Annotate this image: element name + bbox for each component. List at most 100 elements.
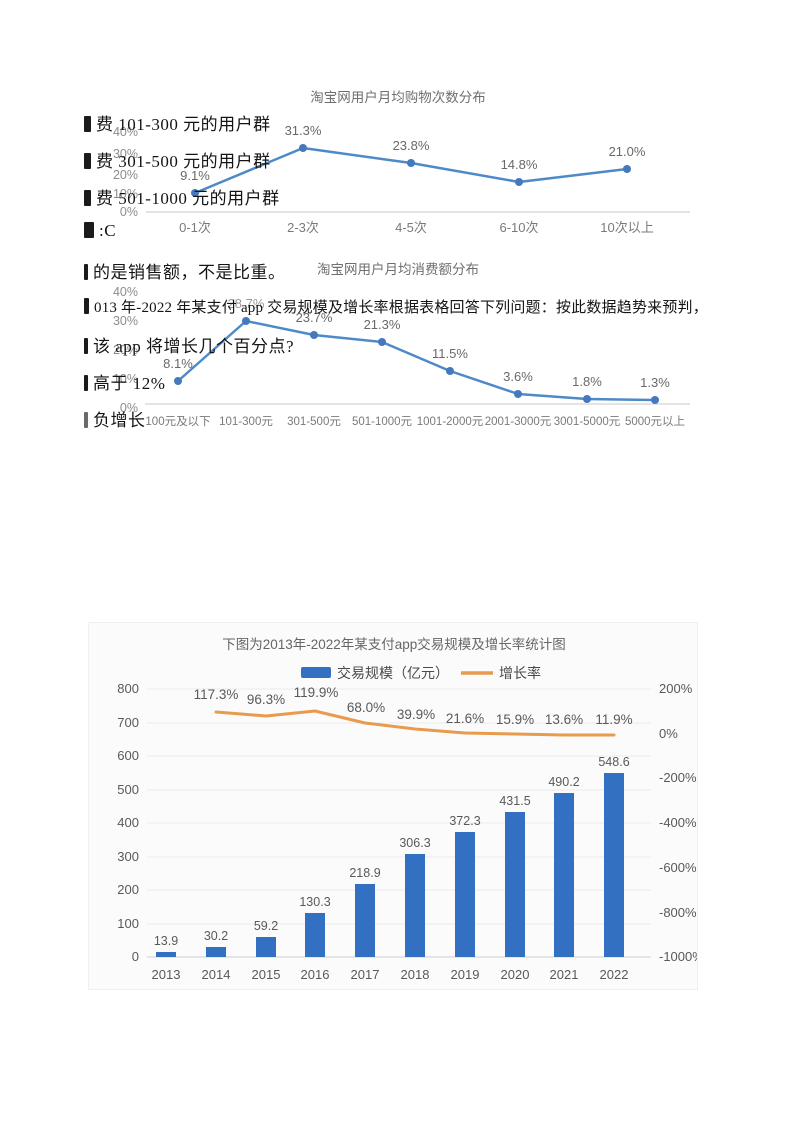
growth-value-label: 119.9% [294, 685, 339, 700]
x-category-label: 501-1000元 [352, 416, 413, 428]
overlay-question-line: 013 年-2022 年某支付 app 交易规模及增长率根据表格回答下列问题：按… [84, 296, 708, 318]
transaction-chart-panel: 下图为2013年-2022年某支付app交易规模及增长率统计图 交易规模（亿元）… [88, 622, 698, 990]
clipped-char-fragment [84, 264, 88, 280]
bar-value-label: 130.3 [299, 895, 330, 909]
x-category-label: 2019 [451, 967, 480, 982]
right-axis-tick: -400% [659, 815, 697, 830]
data-point-marker [191, 189, 199, 197]
bar-value-label: 548.6 [598, 755, 629, 769]
left-axis-tick: 600 [117, 748, 139, 763]
value-label: 31.3% [285, 123, 322, 138]
bar-value-label: 372.3 [449, 814, 480, 828]
legend-bar-swatch [301, 667, 331, 678]
x-category-label: 4-5次 [395, 220, 427, 235]
data-point-marker [378, 338, 386, 346]
overlay-option-line: 负增长 [84, 406, 146, 430]
left-axis-tick: 500 [117, 782, 139, 797]
growth-value-label: 117.3% [194, 687, 239, 702]
data-point-marker [299, 144, 307, 152]
x-category-label: 2022 [600, 967, 629, 982]
right-axis-tick: -600% [659, 860, 697, 875]
right-axis-tick: 0% [659, 726, 678, 741]
value-label: 1.8% [572, 374, 602, 389]
y-axis-tick: 10% [113, 372, 138, 386]
transaction-volume-growth-chart: 下图为2013年-2022年某支付app交易规模及增长率统计图 交易规模（亿元）… [117, 636, 697, 982]
growth-line-series [214, 709, 616, 737]
clipped-char-fragment [84, 298, 89, 314]
value-label: 28.7% [228, 296, 265, 311]
value-label: 11.5% [432, 346, 468, 361]
clipped-char-fragment [84, 190, 91, 206]
spending-distribution-chart: 淘宝网用户月均消费额分布 40% 30% 20% 10% 0% 8.1% 28.… [113, 261, 690, 428]
x-category-label: 2001-3000元 [485, 416, 552, 428]
data-point-marker [407, 159, 415, 167]
value-label: 9.1% [180, 168, 210, 183]
bar [256, 937, 276, 957]
line-series [177, 319, 656, 402]
left-axis-tick: 200 [117, 882, 139, 897]
x-category-label: 2015 [252, 967, 281, 982]
growth-value-label: 39.9% [397, 707, 435, 722]
right-axis-tick: -800% [659, 905, 697, 920]
value-label: 1.3% [640, 375, 670, 390]
overlay-text-line: 费 101-300 元的用户群 [84, 110, 271, 134]
y-axis-tick: 0% [120, 205, 138, 219]
data-point-marker [174, 377, 182, 385]
bar [505, 812, 525, 957]
x-category-label: 3001-5000元 [554, 416, 621, 428]
text-content: 费 501-1000 元的用户群 [96, 189, 280, 208]
value-label: 21.3% [364, 317, 401, 332]
value-label: 3.6% [503, 369, 533, 384]
x-category-label: 2021 [550, 967, 579, 982]
data-point-marker [446, 367, 454, 375]
chart-title: 淘宝网用户月均购物次数分布 [310, 89, 486, 105]
x-category-label: 2016 [301, 967, 330, 982]
x-category-label: 101-300元 [219, 416, 273, 428]
data-point-marker [310, 331, 318, 339]
value-label: 23.8% [393, 138, 430, 153]
chart-title: 淘宝网用户月均消费额分布 [317, 261, 479, 277]
purchase-frequency-chart: 淘宝网用户月均购物次数分布 40% 30% 20% 10% 0% 9.1% 31… [113, 89, 690, 235]
growth-value-label: 96.3% [247, 692, 285, 707]
growth-value-label: 21.6% [446, 711, 484, 726]
bar-value-label: 30.2 [204, 929, 228, 943]
chart-title: 下图为2013年-2022年某支付app交易规模及增长率统计图 [222, 636, 566, 652]
bar-value-label: 13.9 [154, 934, 178, 948]
right-axis-tick: 200% [659, 681, 693, 696]
y-axis-tick: 30% [113, 147, 138, 161]
bar-value-label: 59.2 [254, 919, 278, 933]
text-content: 费 101-300 元的用户群 [96, 115, 271, 134]
left-axis-tick: 400 [117, 815, 139, 830]
data-point-marker [623, 165, 631, 173]
y-axis-tick: 20% [113, 343, 138, 357]
left-axis-tick: 800 [117, 681, 139, 696]
growth-value-label: 68.0% [347, 700, 385, 715]
value-label: 14.8% [501, 157, 538, 172]
y-axis-tick: 10% [113, 187, 138, 201]
overlay-text-line: 费 501-1000 元的用户群 [84, 184, 280, 208]
text-content: 的是销售额，不是比重。 [93, 263, 286, 282]
data-point-marker [515, 178, 523, 186]
clipped-char-fragment [84, 153, 91, 169]
bar [554, 793, 574, 957]
text-content: :C [99, 221, 117, 240]
overlay-question-line: 该 app 将增长几个百分点? [84, 332, 294, 356]
growth-value-label: 11.9% [595, 712, 632, 727]
bar [355, 884, 375, 957]
bar [156, 952, 176, 957]
y-axis-tick: 0% [120, 401, 138, 415]
left-axis-tick: 700 [117, 715, 139, 730]
text-content: 高于 12% [93, 374, 166, 393]
data-point-marker [651, 396, 659, 404]
clipped-char-fragment [84, 412, 88, 428]
x-category-label: 5000元以上 [625, 415, 685, 428]
data-point-marker [514, 390, 522, 398]
bar-value-label: 490.2 [548, 775, 579, 789]
data-point-marker [583, 395, 591, 403]
y-axis-tick: 40% [113, 125, 138, 139]
text-content: 费 301-500 元的用户群 [96, 152, 271, 171]
y-axis-tick: 20% [113, 168, 138, 182]
x-category-label: 1001-2000元 [417, 416, 484, 428]
left-axis-tick: 300 [117, 849, 139, 864]
x-category-label: 2018 [401, 967, 430, 982]
